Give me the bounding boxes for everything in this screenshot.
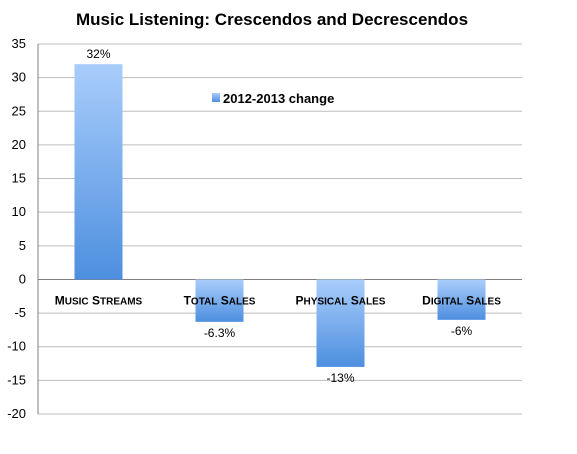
data-label: -13% (326, 371, 354, 385)
y-tick-label: 25 (12, 103, 26, 118)
y-tick-label: 0 (19, 271, 26, 286)
y-tick-label: -10 (7, 339, 26, 354)
data-label: 32% (86, 47, 110, 61)
data-label: -6% (451, 324, 473, 338)
data-label: -6.3% (204, 326, 236, 340)
y-tick-label: 5 (19, 238, 26, 253)
y-tick-label: -15 (7, 372, 26, 387)
y-tick-label: -5 (14, 305, 26, 320)
chart-title: Music Listening: Crescendos and Decresce… (76, 10, 468, 29)
category-labels: MUSIC STREAMS TOTAL SALES PHYSICAL SALES DI… (55, 293, 501, 307)
category-label: DIGITAL SALES (422, 293, 501, 307)
y-tick-label: 15 (12, 171, 26, 186)
data-labels: 32% -6.3% -13% -6% (86, 47, 472, 385)
legend-swatch (212, 93, 220, 102)
category-label: PHYSICAL SALES (296, 293, 386, 307)
legend: 2012-2013 change (212, 91, 334, 106)
y-axis-ticks: 35 30 25 20 15 10 5 0 -5 -10 -15 -20 (7, 36, 26, 421)
bar (195, 279, 244, 322)
category-label: TOTAL SALES (184, 293, 256, 307)
legend-label: 2012-2013 change (223, 91, 334, 106)
bar (437, 279, 486, 320)
y-tick-label: 30 (12, 70, 26, 85)
y-tick-label: 20 (12, 137, 26, 152)
y-tick-label: 35 (12, 36, 26, 51)
bar (74, 64, 123, 280)
y-tick-label: -20 (7, 406, 26, 421)
bars (74, 64, 486, 367)
category-label: MUSIC STREAMS (55, 293, 143, 307)
y-tick-label: 10 (12, 204, 26, 219)
bar (316, 279, 365, 367)
